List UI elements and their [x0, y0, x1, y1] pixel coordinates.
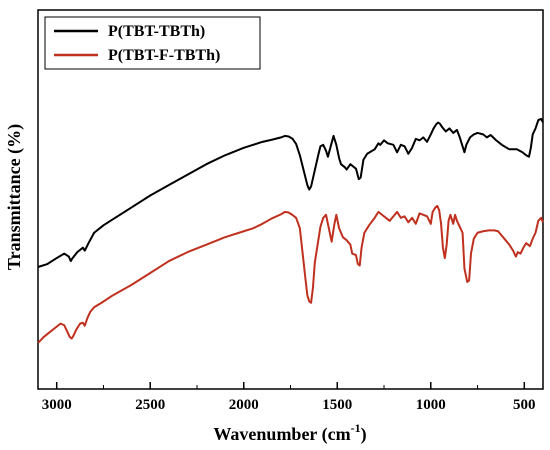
legend-label-p-tbt-tbth: P(TBT-TBTh): [108, 23, 205, 40]
y-axis-label: Transmittance (%): [4, 124, 25, 270]
x-axis-label-superscript: -1: [351, 421, 361, 435]
x-axis-ticks: 3000 2500 2000 1500 1000 500: [42, 382, 536, 413]
plot-area: 3000 2500 2000 1500 1000 500: [37, 9, 544, 413]
x-axis-label-main: Wavenumber (cm: [213, 424, 350, 445]
x-tick-label-1500: 1500: [322, 397, 352, 413]
x-tick-label-2500: 2500: [135, 397, 165, 413]
x-axis-label-close: ): [361, 424, 367, 445]
x-tick-label-2000: 2000: [229, 397, 259, 413]
x-tick-label-500: 500: [513, 397, 536, 413]
series-line-p-tbt-f-tbth: [37, 204, 544, 344]
series-line-p-tbt-tbth: [37, 117, 544, 268]
legend: P(TBT-TBTh) P(TBT-F-TBTh): [44, 16, 261, 70]
x-axis-label: Wavenumber (cm-1): [213, 421, 366, 445]
series-layer: [37, 117, 544, 344]
x-tick-label-3000: 3000: [42, 397, 72, 413]
legend-box: [44, 16, 261, 70]
x-tick-label-1000: 1000: [416, 397, 446, 413]
legend-label-p-tbt-f-tbth: P(TBT-F-TBTh): [108, 47, 220, 64]
